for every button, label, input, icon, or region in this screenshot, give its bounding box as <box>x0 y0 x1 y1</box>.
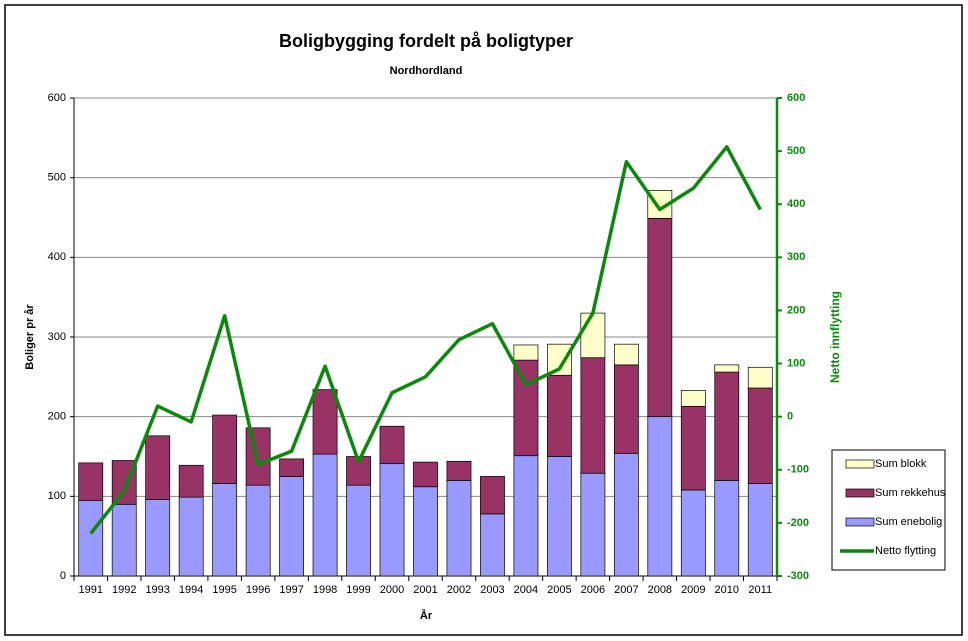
y-tick-label: 600 <box>48 92 66 104</box>
bar <box>547 374 572 457</box>
bar <box>714 371 740 481</box>
x-tick-label: 2007 <box>614 584 638 596</box>
y2-tick-label: -100 <box>787 464 809 476</box>
bar <box>647 416 673 577</box>
bar <box>580 357 606 474</box>
x-tick-label: 2002 <box>447 584 471 596</box>
y-tick-label: 100 <box>48 490 66 502</box>
bar <box>580 472 606 577</box>
x-tick-label: 2008 <box>648 584 672 596</box>
bar <box>413 486 438 577</box>
bar <box>480 476 505 515</box>
bar <box>346 484 371 577</box>
legend-label: Sum enebolig <box>875 516 942 528</box>
bar <box>413 461 438 488</box>
bar <box>747 366 773 389</box>
x-tick-label: 2003 <box>480 584 504 596</box>
bar <box>279 458 304 477</box>
bar <box>78 462 104 501</box>
bar <box>212 414 238 484</box>
x-axis-label: År <box>420 609 433 622</box>
bar <box>379 425 405 465</box>
bar <box>279 476 304 577</box>
bar <box>178 464 204 498</box>
bar <box>714 364 740 373</box>
bar <box>747 387 773 484</box>
y-tick-label: 200 <box>48 411 66 423</box>
bar <box>145 435 171 500</box>
y2-tick-label: 100 <box>787 357 805 369</box>
x-tick-label: 2005 <box>547 584 571 596</box>
line-series <box>89 145 762 535</box>
bar <box>346 456 371 486</box>
x-tick-label: 1993 <box>145 584 169 596</box>
legend-label: Netto flytting <box>875 545 936 557</box>
legend-label: Sum blokk <box>875 458 927 470</box>
y2-tick-label: 200 <box>787 304 805 316</box>
bar <box>145 499 171 577</box>
x-tick-label: 1998 <box>313 584 337 596</box>
bar <box>513 344 539 361</box>
x-tick-label: 1991 <box>78 584 102 596</box>
bar <box>580 312 606 359</box>
y2-tick-label: -300 <box>787 570 809 582</box>
y2-tick-label: 0 <box>787 411 793 423</box>
bar <box>446 480 472 577</box>
bar <box>379 463 405 577</box>
x-tick-label: 1996 <box>246 584 270 596</box>
bar <box>613 364 639 454</box>
legend-swatch <box>845 459 875 469</box>
legend-swatch <box>845 488 875 498</box>
x-tick-label: 1994 <box>179 584 203 596</box>
bar <box>613 343 639 366</box>
x-tick-label: 2011 <box>748 584 772 596</box>
x-tick-label: 2010 <box>715 584 739 596</box>
bar <box>312 389 338 455</box>
x-tick-label: 2006 <box>581 584 605 596</box>
bar <box>212 483 238 577</box>
y-tick-label: 0 <box>60 570 66 582</box>
y2-axis-label: Netto innflytting <box>828 291 842 383</box>
y2-tick-label: 600 <box>787 92 805 104</box>
legend-swatch <box>845 517 875 527</box>
bar <box>680 489 706 577</box>
bar <box>178 496 204 577</box>
x-tick-label: 2000 <box>380 584 404 596</box>
bar <box>78 499 104 577</box>
bar <box>480 513 505 577</box>
chart-subtitle: Nordhordland <box>390 65 463 77</box>
bar <box>312 453 338 577</box>
y2-tick-label: 300 <box>787 251 805 263</box>
bar <box>513 455 539 577</box>
y-axis-label: Boliger pr år <box>24 304 36 370</box>
bar <box>680 405 706 491</box>
y-tick-label: 300 <box>48 331 66 343</box>
bar <box>245 484 271 577</box>
y-tick-label: 400 <box>48 251 66 263</box>
bar <box>714 480 740 577</box>
x-tick-label: 2009 <box>681 584 705 596</box>
x-tick-label: 1999 <box>346 584 370 596</box>
legend-label: Sum rekkehus <box>875 487 946 499</box>
y2-tick-label: 500 <box>787 145 805 157</box>
y-tick-label: 500 <box>48 172 66 184</box>
bar <box>747 483 773 577</box>
x-tick-label: 2001 <box>413 584 437 596</box>
bar <box>513 359 539 457</box>
bar <box>613 452 639 577</box>
bar <box>111 503 137 577</box>
chart-title: Boligbygging fordelt på boligtyper <box>279 31 573 51</box>
x-tick-label: 2004 <box>514 584 538 596</box>
bar <box>547 456 572 577</box>
y2-tick-label: 400 <box>787 198 805 210</box>
y2-tick-label: -200 <box>787 517 809 529</box>
x-tick-label: 1995 <box>212 584 236 596</box>
bar <box>446 460 472 481</box>
bar <box>680 390 706 407</box>
x-tick-label: 1997 <box>279 584 303 596</box>
bar <box>647 217 673 418</box>
x-tick-label: 1992 <box>112 584 136 596</box>
